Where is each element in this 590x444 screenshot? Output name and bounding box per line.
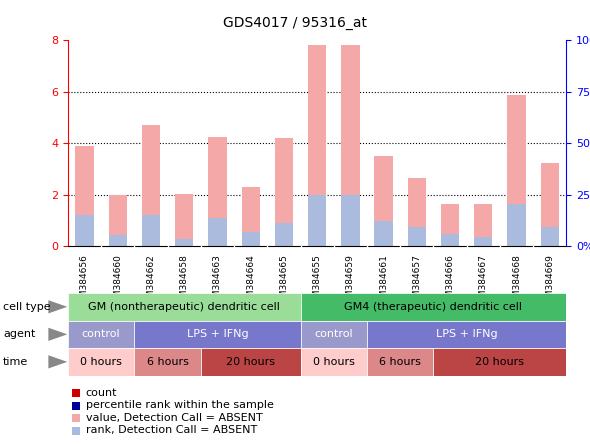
Bar bbox=[375, 156, 393, 246]
Bar bbox=[208, 218, 227, 246]
Bar bbox=[142, 125, 160, 246]
Bar bbox=[175, 239, 194, 246]
Bar bbox=[507, 95, 526, 246]
Bar bbox=[507, 204, 526, 246]
Polygon shape bbox=[48, 300, 67, 313]
Bar bbox=[135, 348, 201, 376]
Text: control: control bbox=[314, 329, 353, 339]
Text: GM4 (therapeutic) dendritic cell: GM4 (therapeutic) dendritic cell bbox=[345, 302, 523, 312]
Text: value, Detection Call = ABSENT: value, Detection Call = ABSENT bbox=[86, 413, 263, 423]
Text: control: control bbox=[82, 329, 120, 339]
Bar bbox=[109, 235, 127, 246]
Bar bbox=[76, 215, 94, 246]
Bar bbox=[72, 389, 80, 397]
Bar bbox=[68, 348, 135, 376]
Text: LPS + IFNg: LPS + IFNg bbox=[186, 329, 248, 339]
Bar bbox=[308, 45, 326, 246]
Bar bbox=[300, 348, 367, 376]
Text: LPS + IFNg: LPS + IFNg bbox=[436, 329, 497, 339]
Bar bbox=[474, 204, 493, 246]
Text: 20 hours: 20 hours bbox=[476, 357, 525, 367]
Text: 20 hours: 20 hours bbox=[226, 357, 275, 367]
Bar bbox=[308, 195, 326, 246]
Bar bbox=[68, 321, 135, 348]
Bar bbox=[341, 195, 359, 246]
Bar bbox=[72, 414, 80, 422]
Bar bbox=[241, 187, 260, 246]
Text: agent: agent bbox=[3, 329, 35, 339]
Bar bbox=[300, 293, 566, 321]
Bar bbox=[142, 215, 160, 246]
Bar bbox=[135, 321, 300, 348]
Bar bbox=[367, 321, 566, 348]
Polygon shape bbox=[48, 328, 67, 341]
Bar bbox=[367, 348, 434, 376]
Bar bbox=[341, 45, 359, 246]
Polygon shape bbox=[48, 355, 67, 369]
Bar bbox=[72, 427, 80, 435]
Text: GDS4017 / 95316_at: GDS4017 / 95316_at bbox=[223, 16, 367, 30]
Bar bbox=[76, 146, 94, 246]
Bar bbox=[540, 227, 559, 246]
Bar bbox=[68, 293, 300, 321]
Bar bbox=[208, 137, 227, 246]
Text: 0 hours: 0 hours bbox=[313, 357, 355, 367]
Bar bbox=[441, 234, 459, 246]
Bar bbox=[408, 227, 426, 246]
Bar bbox=[300, 321, 367, 348]
Text: 6 hours: 6 hours bbox=[147, 357, 188, 367]
Text: 0 hours: 0 hours bbox=[80, 357, 122, 367]
Bar bbox=[375, 221, 393, 246]
Bar bbox=[241, 232, 260, 246]
Bar bbox=[109, 195, 127, 246]
Text: percentile rank within the sample: percentile rank within the sample bbox=[86, 400, 273, 410]
Text: 6 hours: 6 hours bbox=[379, 357, 421, 367]
Bar bbox=[275, 223, 293, 246]
Bar bbox=[175, 194, 194, 246]
Bar bbox=[441, 204, 459, 246]
Bar bbox=[434, 348, 566, 376]
Text: GM (nontherapeutic) dendritic cell: GM (nontherapeutic) dendritic cell bbox=[88, 302, 280, 312]
Text: rank, Detection Call = ABSENT: rank, Detection Call = ABSENT bbox=[86, 425, 257, 435]
Bar bbox=[540, 163, 559, 246]
Text: count: count bbox=[86, 388, 117, 398]
Bar bbox=[201, 348, 300, 376]
Text: time: time bbox=[3, 357, 28, 367]
Bar bbox=[408, 178, 426, 246]
Bar bbox=[275, 138, 293, 246]
Text: cell type: cell type bbox=[3, 302, 51, 312]
Bar bbox=[474, 238, 493, 246]
Bar bbox=[72, 402, 80, 410]
